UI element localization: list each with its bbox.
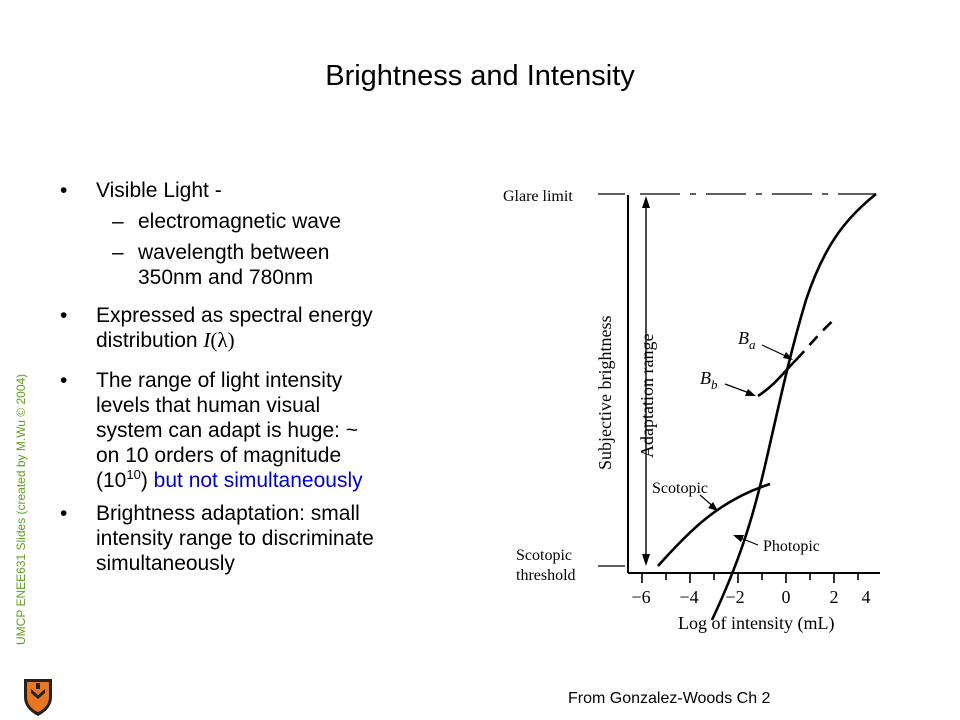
ba-label: Ba bbox=[738, 328, 756, 352]
bullet-text-line4: on 10 orders of magnitude bbox=[96, 444, 342, 467]
exponent: 10 bbox=[126, 467, 141, 482]
lambda-symbol: λ bbox=[217, 328, 228, 352]
arrow-head-down bbox=[642, 554, 650, 566]
bullet-text-line1: The range of light intensity bbox=[96, 369, 343, 392]
sub-bullet-wavelength: – wavelength between 350nm and 780nm bbox=[60, 240, 460, 290]
x-tick-label: −2 bbox=[725, 587, 744, 607]
bullet-text-line2: distribution bbox=[96, 329, 198, 352]
x-tick-label: −6 bbox=[631, 587, 650, 607]
scotopic-curve bbox=[657, 482, 771, 567]
bullet-visible-light: • Visible Light - bbox=[60, 178, 460, 203]
x-tick-labels: −6 −4 −2 0 2 4 bbox=[631, 587, 870, 607]
bullet-dot: • bbox=[60, 502, 68, 525]
ba-dashed-curve bbox=[795, 317, 837, 361]
emphasis-text: but not simultaneously bbox=[147, 469, 363, 492]
bullet-range: • The range of light intensity levels th… bbox=[60, 368, 460, 493]
sub-bullet-dash: – bbox=[112, 210, 124, 233]
photopic-curve bbox=[710, 192, 877, 621]
bullet-text-line5-post: ) bbox=[140, 469, 148, 492]
x-axis-label: Log of intensity (mL) bbox=[678, 613, 834, 634]
photopic-arrow-head bbox=[733, 535, 744, 542]
x-tick-label: 4 bbox=[862, 587, 871, 607]
ba-arrow-head bbox=[783, 352, 793, 360]
bullet-text-line2: intensity range to discriminate bbox=[96, 527, 374, 550]
bullet-list: • Visible Light - – electromagnetic wave… bbox=[60, 178, 460, 576]
bullet-text-line1: Brightness adaptation: small bbox=[96, 502, 360, 525]
scotopic-threshold-label-1: Scotopic bbox=[516, 547, 572, 564]
bullet-text: Visible Light - bbox=[96, 179, 222, 202]
bullet-dot: • bbox=[60, 304, 68, 327]
paren-close: ) bbox=[227, 328, 235, 352]
bb-arrow-head bbox=[745, 389, 756, 396]
bullet-dot: • bbox=[60, 179, 68, 202]
photopic-label: Photopic bbox=[763, 538, 820, 555]
bullet-text-line2: levels that human visual bbox=[96, 394, 321, 417]
sub-bullet-text-line1: wavelength between bbox=[138, 241, 330, 264]
bullet-dot: • bbox=[60, 369, 68, 392]
x-ticks bbox=[641, 573, 859, 583]
brightness-adaptation-figure: Glare limit Subjective brightness Adapta… bbox=[503, 188, 880, 634]
sub-bullet-wave: – electromagnetic wave bbox=[60, 209, 460, 234]
x-tick-label: 0 bbox=[782, 587, 791, 607]
sub-bullet-text-line2: 350nm and 780nm bbox=[138, 266, 314, 289]
slide-title: Brightness and Intensity bbox=[325, 60, 635, 92]
watermark-text: UMCP ENEE631 Slides (created by M.Wu © 2… bbox=[14, 373, 28, 645]
sub-bullet-text: electromagnetic wave bbox=[138, 210, 342, 233]
bullet-text-line3: simultaneously bbox=[96, 552, 235, 575]
scotopic-label: Scotopic bbox=[652, 480, 708, 497]
sub-bullet-dash: – bbox=[112, 241, 124, 264]
bullet-text-line5-pre: (10 bbox=[96, 469, 127, 492]
scotopic-threshold-label-2: threshold bbox=[516, 567, 576, 584]
x-tick-label: 2 bbox=[830, 587, 839, 607]
bb-curve bbox=[757, 359, 797, 398]
x-tick-label: −4 bbox=[679, 587, 698, 607]
y-axis-label: Subjective brightness bbox=[595, 316, 615, 470]
bullet-brightness-adaptation: • Brightness adaptation: small intensity… bbox=[60, 501, 460, 576]
bullet-spectral: • Expressed as spectral energy distribut… bbox=[60, 303, 460, 353]
bullet-text-line3: system can adapt is huge: ~ bbox=[96, 419, 359, 442]
bb-label: Bb bbox=[700, 368, 718, 392]
scotopic-arrow-head bbox=[708, 502, 718, 511]
bullet-text-line1: Expressed as spectral energy bbox=[96, 304, 373, 327]
watermark: UMCP ENEE631 Slides (created by M.Wu © 2… bbox=[4, 165, 28, 645]
university-shield-icon bbox=[24, 679, 52, 716]
figure-credit: From Gonzalez-Woods Ch 2 bbox=[568, 690, 771, 707]
glare-limit-label: Glare limit bbox=[503, 188, 573, 205]
adaptation-range-label: Adaptation range bbox=[637, 334, 657, 458]
arrow-head-up bbox=[642, 196, 650, 208]
paren-open: ( bbox=[210, 328, 218, 352]
intensity-symbol: I bbox=[203, 328, 211, 352]
